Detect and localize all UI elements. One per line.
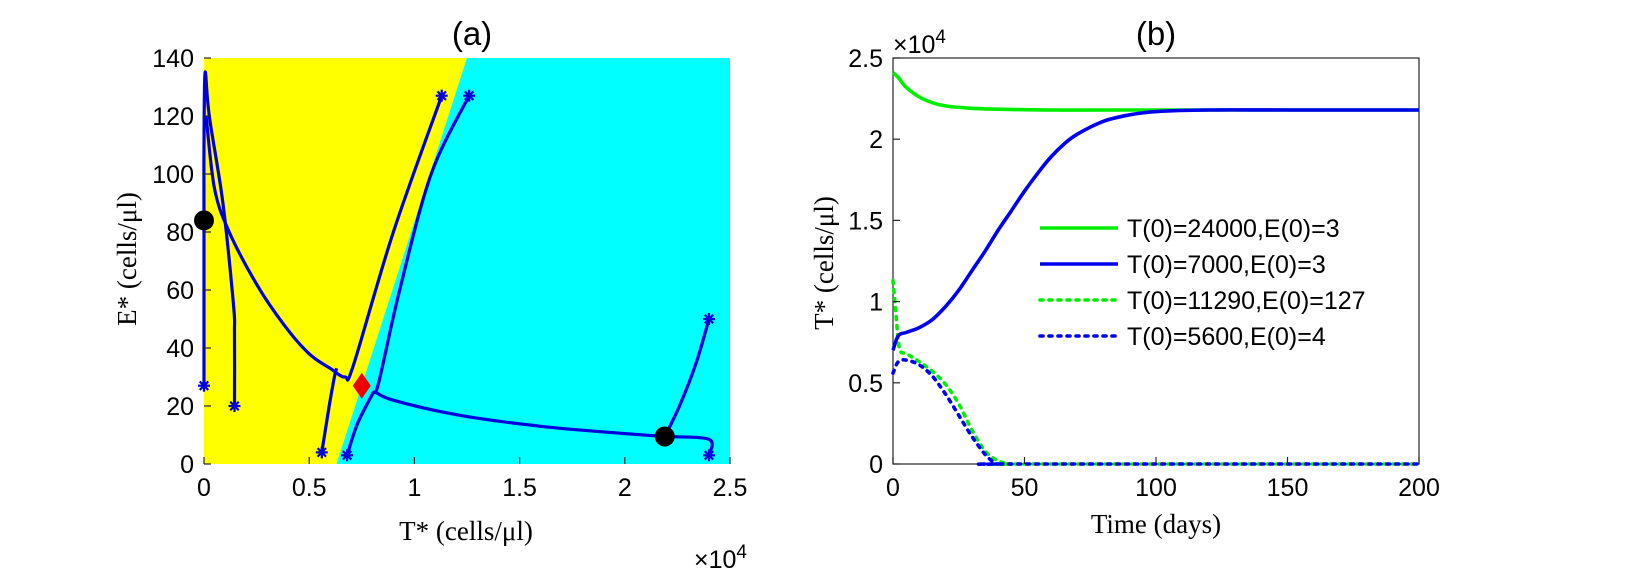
series-line-1: [891, 108, 1419, 351]
star-stroke: [436, 90, 447, 101]
panel-b-legend: T(0)=24000,E(0)=3 T(0)=7000,E(0)=3 T(0)=11…: [1038, 215, 1366, 351]
legend-label-1: T(0)=7000,E(0)=3: [1127, 251, 1326, 279]
panel-a-phase-portrait: 0 0.5 1 1.5 2 2.5 0 20 40 60 80 100 120 140 (a) T* (…: [112, 15, 747, 573]
trajectory-traj-6: [663, 318, 711, 438]
panel-b-y-axis-label: T* (cells/μl): [809, 196, 839, 330]
panel-b-x-tick-label: 150: [1267, 474, 1309, 502]
series-line-0: [891, 71, 1419, 112]
trajectory-traj-3: [320, 367, 339, 453]
initial-point-marker: [198, 379, 210, 392]
initial-point-marker: [228, 400, 241, 412]
star-stroke: [703, 313, 714, 325]
panel-b-title: (b): [1136, 15, 1176, 52]
initial-point-marker: [315, 446, 328, 459]
panel-b-x-tick-label: 0: [886, 474, 900, 502]
panel-b-x-tick-label: 100: [1135, 474, 1177, 502]
star-stroke: [703, 450, 714, 461]
initial-point-marker: [702, 313, 715, 325]
panel-b-y-tick-label: 0.5: [848, 370, 883, 398]
trajectory-traj-1: [202, 70, 237, 407]
initial-point-marker: [463, 89, 476, 102]
panel-b-y-tick-label: 1.5: [848, 207, 883, 235]
star-stroke: [316, 447, 327, 458]
panel-a-y-tick-label: 140: [152, 45, 194, 73]
panel-b-y-exponent: ×104: [893, 27, 946, 59]
saddle-point-marker: [352, 372, 371, 399]
panel-a-x-tick-label: 2: [618, 474, 632, 502]
panel-a-x-axis-label: T* (cells/μl): [399, 516, 533, 546]
panel-a-x-tick-label: 1.5: [502, 474, 537, 502]
panel-b-y-tick-label: 2: [869, 126, 883, 154]
star-stroke: [342, 450, 353, 461]
panel-a-y-axis-label: E* (cells/μl): [112, 192, 142, 326]
panel-a-x-exponent: ×104: [694, 542, 747, 573]
basin-region-yellow: [204, 58, 467, 464]
panel-a-x-tick-label: 2.5: [713, 474, 748, 502]
panel-b-x-axis-label: Time (days): [1091, 509, 1221, 539]
star-stroke: [464, 90, 475, 101]
initial-point-marker: [341, 449, 354, 462]
trajectory-traj-4: [345, 95, 471, 456]
panel-b-y-tick-label: 0: [869, 451, 883, 479]
panel-b-x-tick-label: 200: [1398, 474, 1440, 502]
star-stroke: [229, 400, 240, 412]
panel-b-x-tick-label: 50: [1011, 474, 1039, 502]
star-stroke: [198, 380, 210, 391]
panel-b-y-exponent-power: 4: [935, 27, 946, 48]
legend-label-0: T(0)=24000,E(0)=3: [1127, 215, 1340, 243]
legend-label-3: T(0)=5600,E(0)=4: [1127, 323, 1326, 351]
panel-b-y-exponent-base: ×10: [893, 31, 935, 59]
panel-a-title: (a): [452, 15, 492, 52]
panel-a-y-tick-label: 60: [166, 277, 194, 305]
panel-a-y-tick-label: 0: [180, 451, 194, 479]
panel-a-x-tick-label: 1: [407, 474, 421, 502]
trajectory-traj-5: [373, 390, 714, 456]
trajectory-traj-2: [204, 95, 444, 382]
initial-point-marker: [435, 89, 448, 102]
panel-b-y-tick-label: 1: [869, 289, 883, 317]
stable-equilibrium-point: [194, 210, 214, 231]
panel-a-x-exponent-power: 4: [736, 542, 747, 563]
panel-a-x-tick-label: 0: [197, 474, 211, 502]
legend-label-2: T(0)=11290,E(0)=127: [1127, 287, 1366, 315]
panel-a-x-exponent-base: ×10: [694, 546, 736, 573]
panel-a-y-tick-label: 100: [152, 161, 194, 189]
series-line-3: [891, 357, 1421, 466]
panel-a-y-tick-label: 80: [166, 219, 194, 247]
panel-a-x-tick-label: 0.5: [292, 474, 327, 502]
panel-a-y-tick-label: 20: [166, 393, 194, 421]
initial-point-marker: [702, 449, 715, 462]
panel-a-y-tick-label: 120: [152, 103, 194, 131]
panel-b-y-tick-label: 2.5: [848, 45, 883, 73]
panel-a-y-tick-label: 40: [166, 335, 194, 363]
panel-b-time-series: 0 50 100 150 200 0 0.5 1 1.5 2 2.5 (b) Time (days…: [809, 15, 1440, 539]
stable-equilibrium-point: [654, 426, 675, 447]
